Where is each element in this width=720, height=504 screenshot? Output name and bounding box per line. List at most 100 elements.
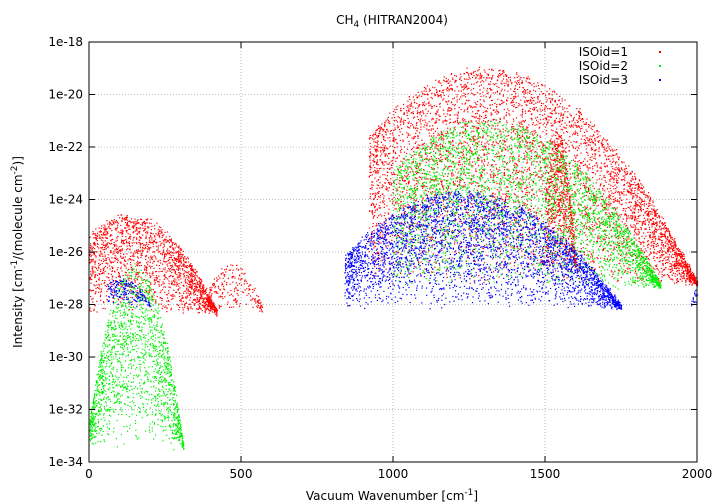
data-point — [526, 104, 528, 107]
data-point — [399, 180, 401, 182]
data-point — [417, 96, 419, 98]
data-point — [457, 112, 459, 114]
data-point — [134, 224, 136, 226]
data-point — [636, 232, 638, 235]
data-point — [484, 160, 486, 162]
data-point — [656, 267, 658, 270]
data-point — [503, 224, 505, 226]
data-point — [191, 266, 193, 268]
data-point — [230, 264, 232, 266]
data-point — [552, 262, 554, 264]
data-point — [113, 223, 115, 225]
data-point — [111, 251, 113, 253]
data-point — [526, 100, 528, 102]
data-point — [493, 228, 496, 230]
data-point — [376, 193, 378, 195]
data-point — [693, 282, 695, 285]
data-point — [389, 137, 391, 139]
data-point — [439, 150, 441, 152]
data-point — [536, 211, 538, 213]
data-point — [167, 240, 169, 242]
data-point — [671, 268, 673, 270]
data-point — [205, 289, 207, 291]
data-point — [215, 311, 217, 313]
data-point — [184, 304, 186, 307]
data-point — [169, 238, 171, 241]
data-point — [130, 262, 132, 264]
data-point — [96, 311, 98, 313]
data-point — [474, 117, 476, 119]
data-point — [204, 301, 207, 303]
data-point — [125, 272, 127, 274]
data-point — [652, 201, 654, 203]
data-point — [652, 236, 654, 238]
data-point — [604, 206, 606, 209]
data-point — [162, 263, 164, 265]
data-point — [543, 108, 546, 110]
data-point — [89, 246, 91, 248]
data-point — [379, 231, 382, 234]
data-point — [258, 302, 260, 304]
data-point — [140, 218, 143, 220]
data-point — [567, 218, 569, 220]
data-point — [127, 224, 129, 227]
data-point — [526, 142, 528, 144]
data-point — [191, 276, 193, 278]
data-point — [138, 271, 140, 273]
data-point — [552, 265, 554, 267]
data-point — [395, 229, 397, 231]
data-point — [559, 120, 561, 122]
data-point — [127, 233, 129, 235]
data-point — [158, 283, 160, 286]
data-point — [417, 261, 420, 263]
data-point — [403, 180, 405, 182]
data-point — [465, 123, 467, 125]
data-point — [474, 231, 476, 233]
data-point — [487, 92, 489, 94]
data-point — [214, 308, 216, 310]
data-point — [143, 222, 146, 224]
data-point — [203, 306, 205, 308]
data-point — [117, 258, 119, 260]
data-point — [609, 204, 611, 206]
data-point — [477, 156, 479, 159]
data-point — [410, 105, 412, 107]
data-point — [89, 253, 91, 255]
data-point — [611, 161, 614, 163]
data-point — [675, 265, 677, 267]
data-point — [182, 297, 184, 299]
data-point — [97, 274, 99, 277]
data-point — [573, 215, 575, 217]
data-point — [545, 101, 548, 103]
data-point — [522, 227, 524, 230]
data-point — [186, 282, 188, 284]
data-point — [507, 198, 509, 200]
data-point — [604, 190, 606, 192]
data-point — [685, 281, 687, 283]
data-point — [529, 142, 531, 144]
data-point — [428, 260, 430, 262]
data-point — [513, 228, 515, 230]
data-point — [132, 292, 134, 294]
data-point — [186, 272, 188, 274]
data-point — [616, 168, 618, 170]
data-point — [534, 130, 536, 132]
data-point — [677, 280, 679, 282]
data-point — [161, 270, 163, 272]
data-point — [634, 220, 636, 222]
data-point — [161, 254, 163, 256]
data-point — [207, 306, 210, 308]
data-point — [210, 296, 212, 298]
data-point — [646, 207, 648, 209]
data-point — [112, 270, 114, 272]
data-point — [156, 234, 158, 236]
data-point — [193, 279, 195, 281]
data-point — [429, 188, 431, 190]
data-point — [157, 247, 159, 249]
data-point — [655, 231, 657, 233]
data-point — [129, 220, 131, 223]
data-point — [445, 115, 447, 118]
data-point — [525, 131, 527, 133]
data-point — [569, 269, 572, 271]
data-point — [378, 215, 380, 217]
